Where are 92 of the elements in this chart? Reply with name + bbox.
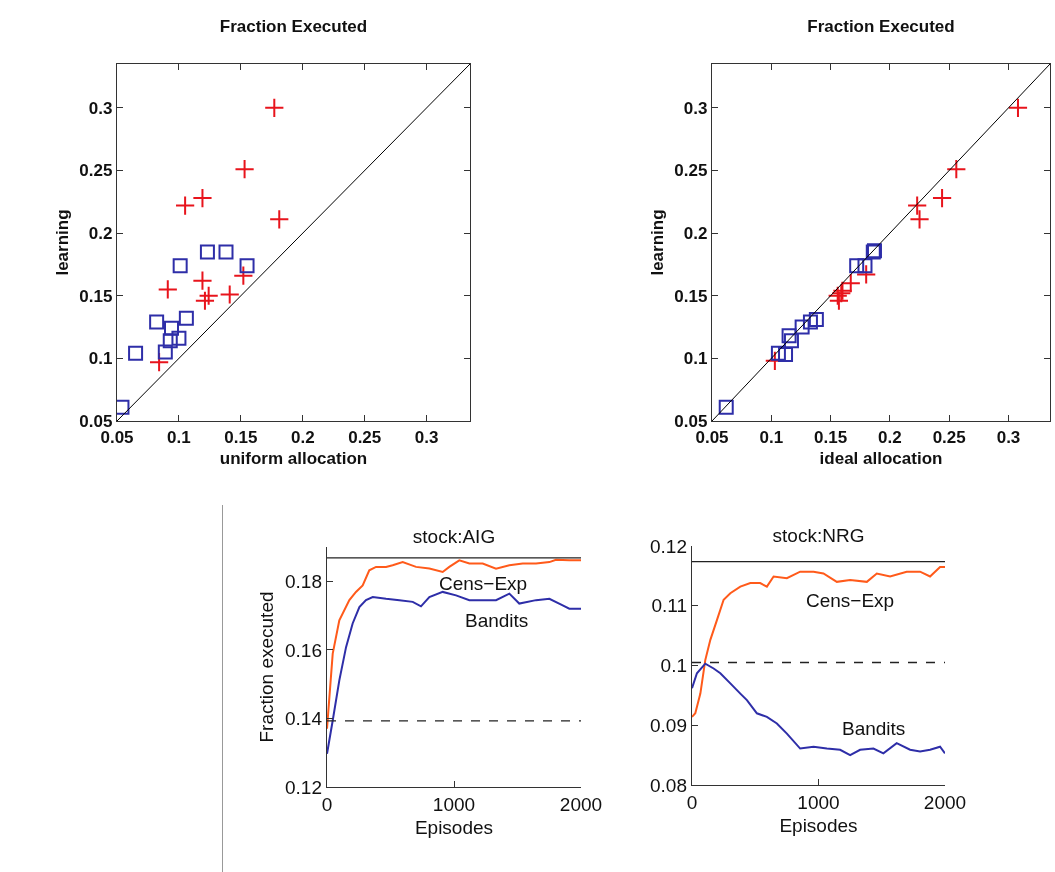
point xyxy=(128,345,144,361)
y-tick-label: 0.2 xyxy=(683,224,708,244)
point xyxy=(198,285,219,306)
point xyxy=(178,310,194,326)
x-tick-label: 0.2 xyxy=(878,427,902,447)
x-tick-label: 0.25 xyxy=(932,427,966,447)
point xyxy=(234,159,255,180)
point xyxy=(794,319,810,335)
point xyxy=(856,264,877,285)
x-tick-label: 0.3 xyxy=(414,427,439,447)
x-tick-label: 0 xyxy=(686,792,698,813)
series-label: Cens−Exp xyxy=(806,590,895,611)
y-tick-label: 0.1 xyxy=(683,349,708,369)
y-tick-label: 0.16 xyxy=(285,639,322,661)
point xyxy=(269,209,290,230)
y-tick-label: 0.15 xyxy=(79,286,113,306)
x-axis-title: ideal allocation xyxy=(819,448,943,468)
point xyxy=(219,284,240,305)
series-label: Cens−Exp xyxy=(439,573,528,594)
x-tick-label: 0.1 xyxy=(759,427,784,447)
point xyxy=(162,333,178,349)
x-tick-label: 0.25 xyxy=(348,427,382,447)
y-tick-label: 0.14 xyxy=(285,708,323,730)
line-series xyxy=(327,558,581,730)
chart-title: Fraction Executed xyxy=(219,16,368,36)
y-tick-label: 0.05 xyxy=(79,411,113,431)
point xyxy=(199,244,215,260)
y-axis-title: learning xyxy=(52,209,72,276)
y-tick-label: 0.1 xyxy=(88,349,113,369)
point xyxy=(233,265,254,286)
point xyxy=(907,195,928,216)
point xyxy=(808,312,824,328)
point xyxy=(171,330,187,346)
chart-title: stock:AIG xyxy=(412,526,496,547)
y-tick-label: 0.12 xyxy=(650,535,687,557)
point xyxy=(857,258,873,274)
y-tick-label: 0.12 xyxy=(285,776,322,798)
point xyxy=(778,347,794,363)
point xyxy=(770,345,786,361)
y-tick-label: 0.3 xyxy=(683,98,708,118)
x-tick-label: 0.1 xyxy=(167,427,191,447)
y-tick-label: 0.09 xyxy=(650,714,687,736)
y-tick-label: 0.05 xyxy=(674,411,708,431)
point xyxy=(781,328,797,344)
point xyxy=(783,333,799,349)
series-label: Bandits xyxy=(465,610,529,631)
y-tick-label: 0.3 xyxy=(88,98,113,118)
line-series xyxy=(692,565,945,718)
x-tick-label: 0.15 xyxy=(814,427,848,447)
point xyxy=(264,97,285,118)
y-axis-title: learning xyxy=(647,209,667,276)
point xyxy=(218,244,234,260)
point xyxy=(192,187,213,209)
y-tick-label: 0.2 xyxy=(88,224,113,244)
point xyxy=(194,290,216,311)
point xyxy=(802,314,818,330)
point xyxy=(239,258,255,274)
x-tick-label: 0.3 xyxy=(996,427,1021,447)
point xyxy=(157,279,178,300)
point xyxy=(164,320,179,336)
x-tick-label: 0 xyxy=(321,794,333,815)
point xyxy=(149,314,165,330)
x-tick-label: 2000 xyxy=(559,794,603,815)
point xyxy=(157,344,173,360)
y-tick-label: 0.18 xyxy=(285,570,322,592)
x-tick-label: 0.15 xyxy=(224,427,258,447)
x-axis-title: Episodes xyxy=(414,816,494,838)
point xyxy=(192,270,213,291)
point xyxy=(946,159,967,180)
chart-title: Fraction Executed xyxy=(807,16,955,36)
chart-title: stock:NRG xyxy=(772,525,865,546)
series-label: Bandits xyxy=(842,718,906,739)
y-tick-label: 0.25 xyxy=(79,161,113,181)
point xyxy=(909,209,930,230)
x-axis-title: uniform allocation xyxy=(219,448,368,468)
x-tick-label: 1000 xyxy=(797,792,840,813)
point xyxy=(849,258,865,274)
line-series xyxy=(692,662,945,757)
point xyxy=(175,195,196,216)
y-tick-label: 0.25 xyxy=(674,161,708,181)
x-tick-label: 2000 xyxy=(923,792,967,813)
y-tick-label: 0.11 xyxy=(651,595,687,617)
x-tick-label: 1000 xyxy=(432,794,476,815)
point xyxy=(718,399,734,415)
point xyxy=(931,187,953,209)
point xyxy=(1007,97,1029,118)
point xyxy=(172,258,188,274)
x-axis-title: Episodes xyxy=(779,814,858,836)
y-tick-label: 0.1 xyxy=(660,655,687,677)
y-tick-label: 0.15 xyxy=(674,286,708,306)
y-tick-label: 0.08 xyxy=(650,774,687,796)
y-axis-title: Fraction executed xyxy=(255,591,277,743)
